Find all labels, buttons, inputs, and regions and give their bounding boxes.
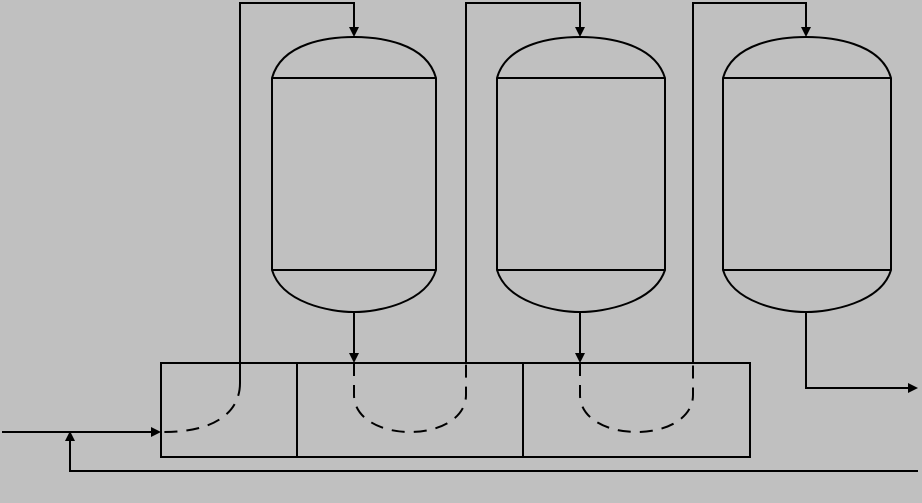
pipe-vessel-1-to-tank-2	[349, 312, 359, 363]
pipe-tank-3-to-vessel-3	[692, 2, 811, 363]
pipe-vessel-2-to-tank-3	[575, 312, 585, 363]
pipe-feed-inlet	[2, 427, 161, 437]
liquid-line-compartment-2	[353, 363, 467, 434]
pipe-vessel-3-outlet	[805, 312, 918, 393]
vessel-3	[722, 35, 892, 314]
arrowhead-into-vessel-2	[575, 27, 585, 37]
vessel-2	[496, 35, 666, 314]
arrowhead-into-compartment-2	[349, 353, 359, 363]
arrowhead-into-vessel-3	[801, 27, 811, 37]
tank-outline	[160, 362, 751, 458]
arrowhead-into-vessel-1	[349, 27, 359, 37]
compartment-tank	[160, 362, 751, 458]
arrowhead-feed-inlet	[151, 427, 161, 437]
pipe-tank-1-to-vessel-1	[239, 2, 359, 383]
arrowhead-recycle-join	[65, 431, 75, 441]
pipe-tank-2-to-vessel-2	[465, 2, 585, 363]
vessel-1	[271, 35, 437, 314]
liquid-line-compartment-1	[163, 382, 241, 433]
arrowhead-into-compartment-3	[575, 353, 585, 363]
arrowhead-outlet	[908, 383, 918, 393]
pipe-recycle-return	[65, 431, 918, 472]
liquid-line-compartment-3	[579, 363, 694, 434]
